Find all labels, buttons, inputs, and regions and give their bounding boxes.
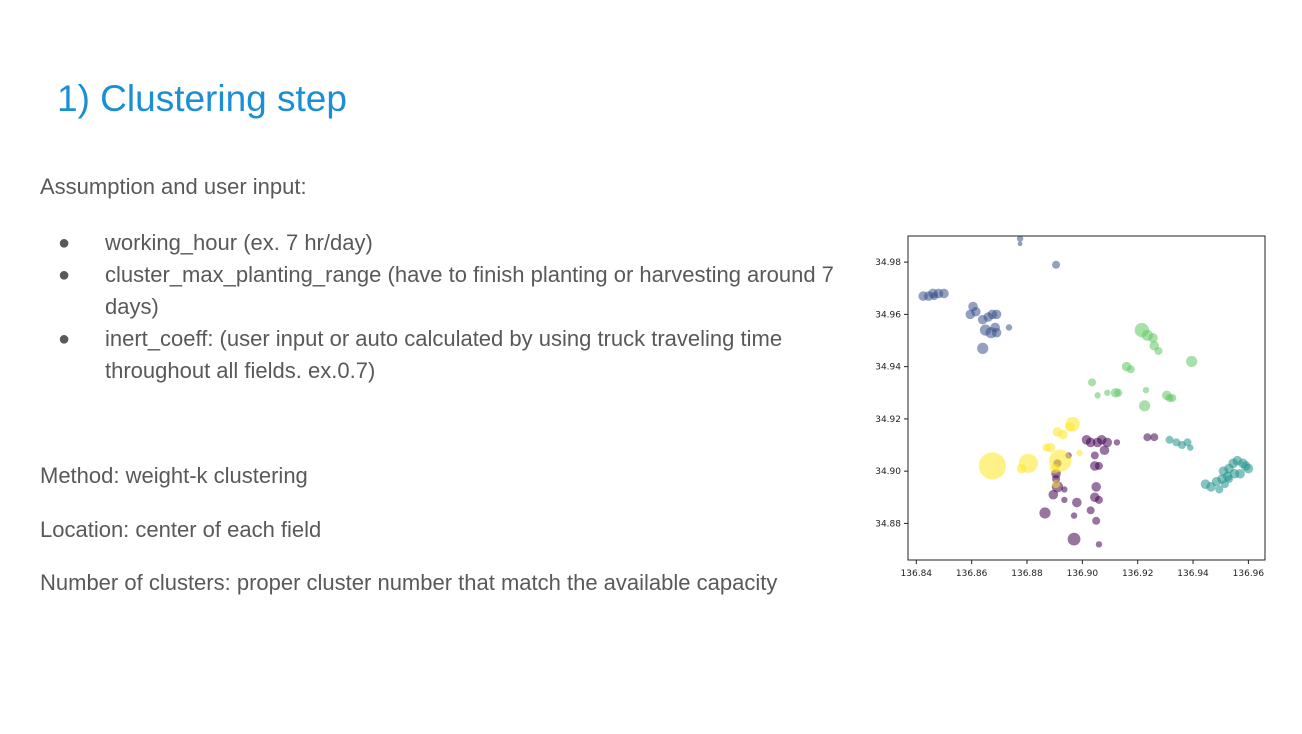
data-point bbox=[1039, 507, 1051, 519]
list-item: ● working_hour (ex. 7 hr/day) bbox=[58, 227, 868, 259]
data-point bbox=[1229, 468, 1240, 479]
data-point bbox=[1095, 541, 1103, 548]
data-point bbox=[1225, 475, 1234, 483]
data-point bbox=[1094, 461, 1103, 470]
data-point bbox=[1143, 433, 1152, 442]
data-point bbox=[1099, 445, 1110, 456]
data-point bbox=[1052, 480, 1061, 489]
list-item: ● cluster_max_planting_range (have to fi… bbox=[58, 259, 868, 323]
y-tick-label: 34.90 bbox=[875, 467, 901, 477]
x-tick-label: 136.94 bbox=[1177, 569, 1209, 579]
data-point bbox=[1091, 482, 1101, 492]
data-point bbox=[978, 452, 1007, 480]
data-point bbox=[1094, 495, 1103, 504]
data-point bbox=[1126, 365, 1135, 374]
data-point bbox=[1016, 463, 1027, 474]
data-point bbox=[1094, 392, 1101, 399]
data-point bbox=[1070, 512, 1078, 519]
data-point bbox=[1058, 429, 1068, 440]
y-tick-label: 34.96 bbox=[875, 310, 901, 320]
bullet-dot-icon: ● bbox=[58, 328, 71, 350]
x-tick-label: 136.96 bbox=[1233, 569, 1265, 579]
plot-frame bbox=[907, 235, 1266, 561]
data-point bbox=[1088, 378, 1097, 387]
data-point bbox=[1052, 260, 1061, 269]
data-point bbox=[1154, 346, 1163, 355]
data-point bbox=[1104, 389, 1111, 396]
clusters-text: Number of clusters: proper cluster numbe… bbox=[40, 570, 778, 595]
data-point bbox=[1085, 437, 1096, 448]
data-point bbox=[1086, 506, 1095, 515]
bullet-dot-icon: ● bbox=[58, 232, 71, 254]
data-point bbox=[1076, 449, 1083, 457]
list-item-text: working_hour (ex. 7 hr/day) bbox=[105, 230, 373, 255]
data-point bbox=[1042, 443, 1051, 452]
y-tick-label: 34.92 bbox=[875, 415, 901, 425]
data-point bbox=[1102, 437, 1113, 448]
data-point bbox=[991, 327, 1002, 338]
data-point bbox=[1150, 433, 1159, 442]
data-point bbox=[1165, 435, 1174, 444]
data-point bbox=[991, 309, 1002, 320]
data-point bbox=[1183, 438, 1192, 447]
assumption-list: ● working_hour (ex. 7 hr/day) ● cluster_… bbox=[58, 227, 868, 387]
assumption-heading: Assumption and user input: bbox=[40, 174, 307, 199]
data-point bbox=[1049, 463, 1060, 474]
data-point bbox=[1090, 451, 1099, 460]
location-text: Location: center of each field bbox=[40, 517, 322, 542]
data-point bbox=[1061, 496, 1068, 504]
data-point bbox=[1067, 532, 1081, 546]
data-point bbox=[1016, 235, 1024, 242]
data-point bbox=[1092, 516, 1101, 525]
data-point bbox=[977, 342, 989, 354]
x-tick-label: 136.84 bbox=[901, 569, 933, 579]
data-point bbox=[1142, 386, 1150, 394]
x-tick-label: 136.88 bbox=[1011, 569, 1043, 579]
cluster-scatter-plot: 136.84 136.86 136.88 136.90 136.92 136.94 136.… bbox=[875, 235, 1266, 579]
data-point bbox=[1243, 463, 1254, 474]
data-point bbox=[965, 309, 976, 320]
slide-title: 1) Clustering step bbox=[57, 78, 347, 119]
data-point bbox=[1005, 324, 1013, 331]
data-point bbox=[1113, 439, 1121, 446]
y-tick-label: 34.94 bbox=[875, 363, 901, 373]
y-tick-label: 34.88 bbox=[875, 519, 901, 529]
data-point bbox=[939, 288, 949, 299]
bullet-dot-icon: ● bbox=[58, 264, 71, 286]
data-point bbox=[1048, 489, 1059, 500]
list-item: ● inert_coeff: (user input or auto calcu… bbox=[58, 323, 868, 387]
data-point bbox=[1065, 421, 1075, 432]
data-point bbox=[1165, 394, 1174, 402]
list-item-text: inert_coeff: (user input or auto calcula… bbox=[105, 326, 783, 383]
data-point bbox=[1187, 444, 1194, 451]
data-point bbox=[1061, 486, 1068, 493]
x-tick-label: 136.86 bbox=[956, 569, 988, 579]
data-point bbox=[1072, 497, 1082, 508]
data-point bbox=[930, 292, 939, 301]
data-point bbox=[1114, 388, 1123, 397]
data-point bbox=[1148, 333, 1158, 343]
y-tick-label: 34.98 bbox=[875, 258, 901, 268]
data-point bbox=[1139, 400, 1151, 412]
x-tick-label: 136.92 bbox=[1122, 569, 1154, 579]
data-point bbox=[1186, 355, 1198, 368]
method-text: Method: weight-k clustering bbox=[40, 463, 308, 488]
data-point bbox=[1215, 485, 1224, 494]
data-point bbox=[1017, 241, 1023, 247]
x-tick-label: 136.90 bbox=[1067, 569, 1099, 579]
list-item-text: cluster_max_planting_range (have to fini… bbox=[105, 262, 834, 319]
